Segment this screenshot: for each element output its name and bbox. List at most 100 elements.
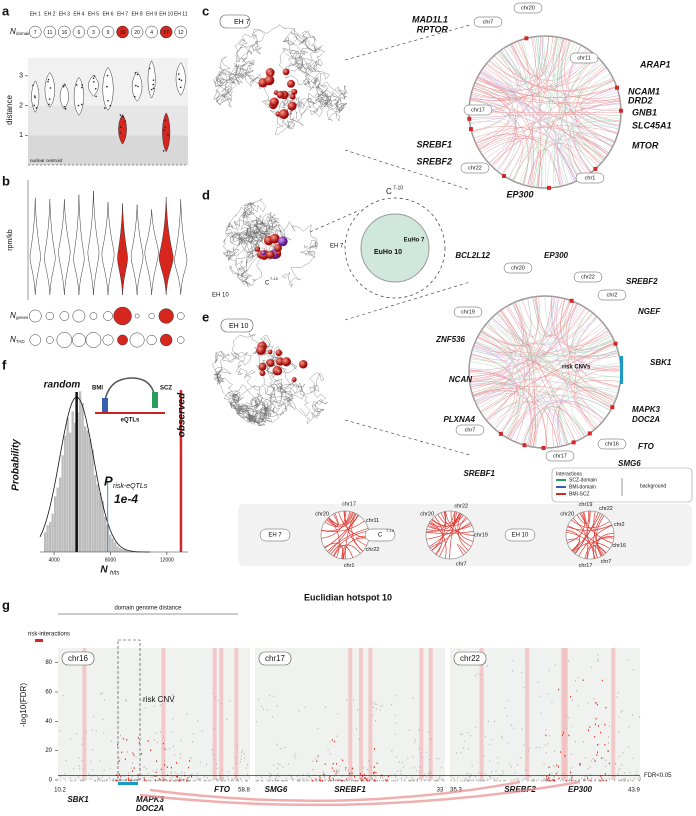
point [462, 779, 464, 782]
point [332, 779, 334, 782]
label: 7-10 [393, 185, 403, 191]
point [178, 78, 181, 81]
point [268, 780, 270, 782]
point [277, 773, 279, 775]
point [143, 766, 145, 768]
point [359, 779, 361, 781]
point [310, 778, 312, 780]
point [312, 760, 314, 762]
chr-label: chr16 [68, 654, 89, 663]
chord [327, 517, 340, 558]
point [47, 80, 49, 83]
point [480, 780, 481, 782]
point [351, 770, 353, 772]
point [235, 776, 237, 778]
point [442, 779, 443, 781]
point [274, 777, 276, 780]
point [457, 779, 459, 782]
point [339, 780, 341, 782]
point [391, 704, 393, 706]
x-tick-label: 12000 [160, 557, 174, 563]
chord [510, 399, 605, 440]
point [450, 779, 452, 782]
chord [510, 43, 615, 143]
point [94, 779, 96, 782]
point [236, 780, 238, 782]
point [124, 120, 127, 122]
point-risk [355, 779, 357, 782]
point [430, 773, 432, 775]
point [441, 778, 443, 781]
point [131, 779, 133, 782]
point [597, 660, 599, 662]
chord [477, 330, 609, 354]
chr-tag [503, 262, 533, 274]
point-risk [169, 779, 171, 782]
point [553, 775, 555, 777]
point [465, 778, 467, 781]
point [106, 85, 108, 88]
hist-bar [86, 430, 89, 552]
chord [597, 536, 614, 557]
point [638, 776, 640, 779]
point [75, 779, 77, 781]
point [597, 658, 599, 661]
point [523, 686, 525, 689]
chord [469, 378, 618, 397]
hist-bar [79, 391, 82, 552]
point [412, 779, 414, 782]
point [74, 779, 76, 782]
point [430, 738, 432, 740]
point [176, 779, 178, 782]
point [507, 699, 509, 702]
panel-label: d [202, 187, 210, 202]
point [291, 777, 293, 780]
point [543, 763, 545, 765]
point [179, 86, 182, 89]
point [477, 673, 479, 675]
point [608, 742, 610, 744]
point [217, 699, 219, 702]
point-risk [315, 778, 317, 780]
risk-column [82, 648, 87, 780]
count-label: 9 [107, 30, 110, 36]
point [436, 779, 438, 782]
count-label: 4 [150, 30, 153, 36]
point [551, 701, 553, 703]
point [308, 775, 310, 778]
point [78, 776, 80, 778]
random-label: random [44, 380, 81, 391]
chord [457, 544, 467, 555]
point [173, 779, 175, 782]
point [474, 776, 476, 778]
point [370, 765, 372, 768]
point [469, 779, 471, 781]
chord [479, 135, 585, 178]
chord [472, 350, 618, 362]
point [80, 86, 83, 89]
point-risk [376, 762, 378, 764]
point [394, 773, 396, 776]
point [191, 773, 193, 775]
point [85, 730, 87, 733]
point [237, 779, 239, 781]
point [422, 775, 424, 777]
point [214, 759, 216, 761]
point [114, 779, 116, 782]
hist-bar [104, 516, 107, 552]
point-risk [332, 762, 334, 765]
point [138, 778, 139, 780]
chord [458, 516, 469, 551]
point [278, 779, 280, 781]
point [453, 780, 455, 782]
risk-column [563, 648, 568, 780]
point-risk [159, 779, 161, 781]
chord [457, 513, 474, 542]
y-tick-label: 60 [45, 690, 52, 696]
tad-dot [102, 334, 114, 346]
point [403, 779, 405, 782]
point [470, 734, 472, 737]
gene-label: SREBF1 [416, 139, 452, 149]
point [129, 779, 131, 782]
point-risk [186, 779, 188, 782]
